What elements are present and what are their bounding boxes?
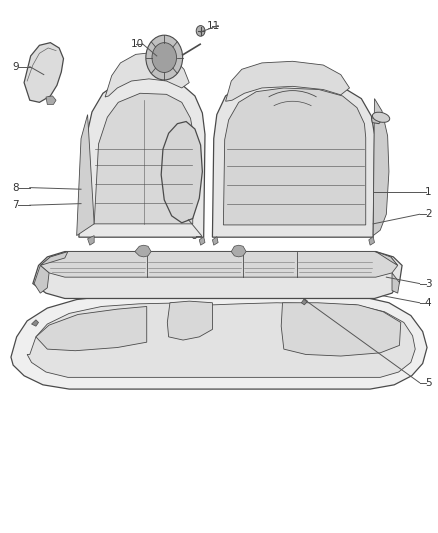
Polygon shape [231,245,246,257]
Text: 5: 5 [425,378,431,387]
Polygon shape [167,301,212,340]
Polygon shape [223,88,366,225]
Text: 9: 9 [12,62,19,71]
Text: 3: 3 [425,279,431,288]
Ellipse shape [372,112,390,123]
Polygon shape [226,61,350,101]
Polygon shape [199,237,205,245]
Polygon shape [135,245,151,257]
Polygon shape [373,99,389,236]
Polygon shape [369,237,374,245]
Polygon shape [392,273,399,293]
Polygon shape [105,52,189,97]
Circle shape [196,26,205,36]
Polygon shape [40,252,398,277]
Text: 6: 6 [191,231,197,240]
Polygon shape [77,115,94,236]
Polygon shape [301,298,307,305]
Polygon shape [36,306,147,351]
Polygon shape [46,96,56,104]
Text: 7: 7 [12,200,19,210]
Polygon shape [94,93,194,224]
Polygon shape [212,237,218,245]
Text: 4: 4 [425,298,431,308]
Polygon shape [79,77,205,237]
Polygon shape [11,294,427,389]
Polygon shape [33,252,402,298]
Polygon shape [376,252,398,265]
Polygon shape [88,236,94,245]
Polygon shape [371,116,382,124]
Circle shape [146,35,183,80]
Polygon shape [32,320,39,326]
Polygon shape [161,122,202,223]
Text: 11: 11 [207,21,220,30]
Text: 1: 1 [425,187,431,197]
Polygon shape [281,303,401,356]
Polygon shape [34,265,49,293]
Text: 8: 8 [12,183,19,192]
Polygon shape [212,81,374,237]
Polygon shape [27,303,415,377]
Circle shape [152,43,177,72]
Polygon shape [24,43,64,102]
Polygon shape [40,252,68,265]
Polygon shape [151,289,158,296]
Text: 10: 10 [131,39,144,49]
Text: 2: 2 [425,209,431,219]
